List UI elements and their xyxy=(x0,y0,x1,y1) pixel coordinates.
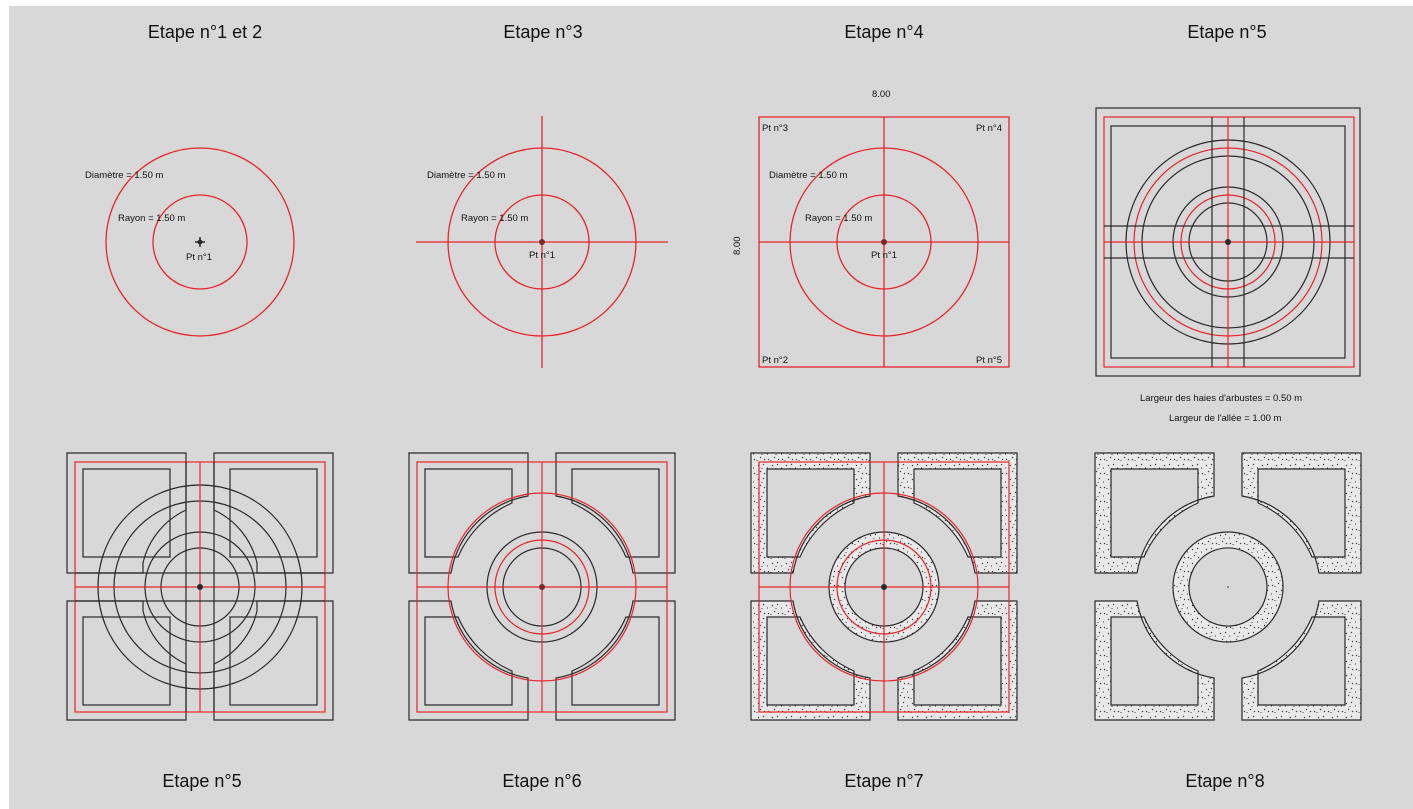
drawing-sheet xyxy=(9,6,1413,809)
label-allee: Largeur de l'allée = 1.00 m xyxy=(1169,413,1282,424)
inner-circle xyxy=(152,194,248,290)
dimension-width: 8.00 xyxy=(872,89,891,100)
title-step-8: Etape n°8 xyxy=(1185,771,1265,791)
label-pt2: Pt n°2 xyxy=(762,355,788,366)
label-diametre: Diamètre = 1.50 m xyxy=(85,170,163,181)
label-pt1: Pt n°1 xyxy=(186,252,212,263)
label-pt3: Pt n°3 xyxy=(762,123,788,134)
title-step-1-2: Etape n°1 et 2 xyxy=(147,22,263,42)
step-4-drawing: 8.00 8.00 Pt n°3 Pt n°4 Pt n°2 Pt n°5 Di… xyxy=(732,89,1010,368)
step-6-drawing xyxy=(408,452,676,721)
label-pt4: Pt n°4 xyxy=(976,123,1002,134)
title-step-7: Etape n°7 xyxy=(844,771,924,791)
label-rayon: Rayon = 1.50 m xyxy=(805,213,872,224)
label-pt5: Pt n°5 xyxy=(976,355,1002,366)
title-step-3: Etape n°3 xyxy=(503,22,583,42)
label-diametre: Diamètre = 1.50 m xyxy=(427,170,505,181)
label-rayon: Rayon = 1.50 m xyxy=(461,213,528,224)
outer-circle xyxy=(105,147,295,337)
title-step-5-top: Etape n°5 xyxy=(1187,22,1267,42)
title-step-6: Etape n°6 xyxy=(502,771,582,791)
label-pt1: Pt n°1 xyxy=(871,250,897,261)
step-3-drawing: Diamètre = 1.50 m Rayon = 1.50 m Pt n°1 xyxy=(416,116,668,368)
step-7-drawing xyxy=(750,452,1018,721)
dimension-height: 8.00 xyxy=(732,237,743,256)
label-pt1: Pt n°1 xyxy=(529,250,555,261)
label-rayon: Rayon = 1.50 m xyxy=(118,213,185,224)
step-1-2-drawing: Diamètre = 1.50 m Rayon = 1.50 m Pt n°1 xyxy=(85,147,295,337)
step-5-top-drawing xyxy=(1095,107,1361,377)
label-diametre: Diamètre = 1.50 m xyxy=(769,170,847,181)
label-haies: Largeur des haies d'arbustes = 0.50 m xyxy=(1140,393,1302,404)
step-5-bottom-drawing xyxy=(66,452,334,721)
step-8-drawing xyxy=(1094,452,1362,721)
title-step-5-bottom: Etape n°5 xyxy=(162,771,242,791)
title-step-4: Etape n°4 xyxy=(844,22,924,42)
